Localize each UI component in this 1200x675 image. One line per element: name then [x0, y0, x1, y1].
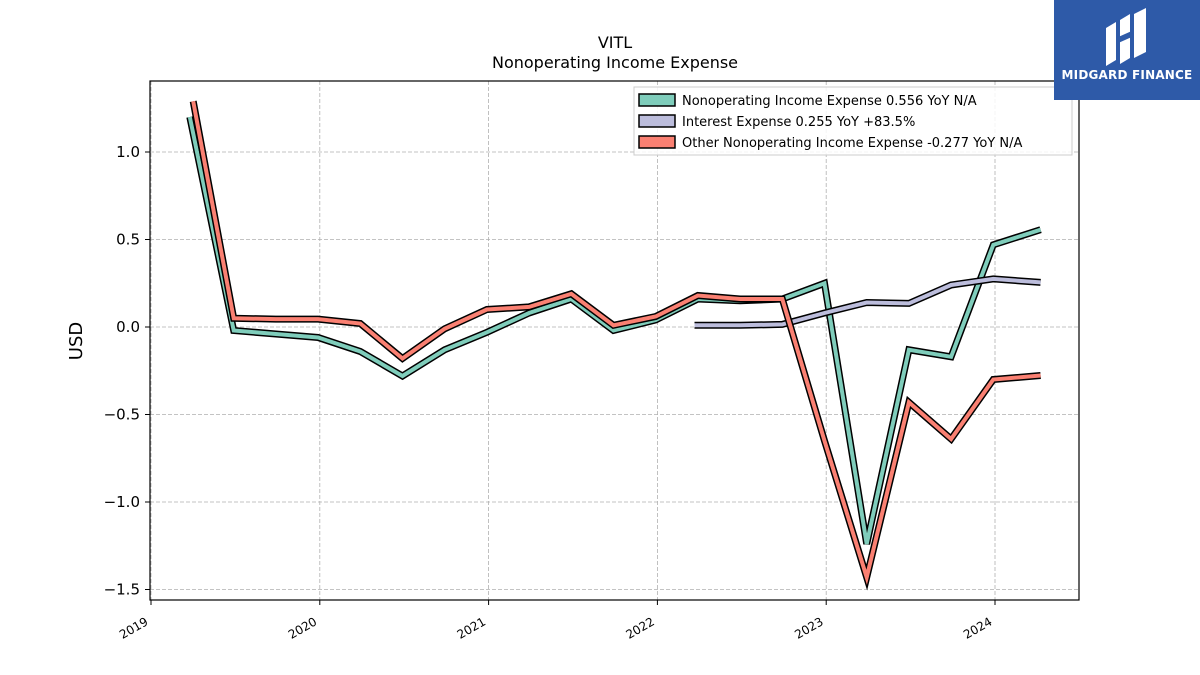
series-line-other-nonoperating-income-expense — [191, 100, 1041, 585]
grid — [150, 81, 1079, 600]
legend-swatch — [638, 114, 676, 128]
x-tick-label: 2019 — [117, 614, 150, 641]
series-line-nonoperating-income-expense — [187, 116, 1042, 545]
legend-entry-label: Interest Expense 0.255 YoY +83.5% — [682, 115, 915, 130]
midgard-finance-logo: MIDGARD FINANCE — [1054, 0, 1200, 100]
plot-frame — [149, 80, 1080, 601]
legend-box — [633, 86, 1073, 156]
series-lines — [186, 100, 1042, 591]
y-tick-label: −0.5 — [104, 406, 140, 424]
legend-entry-label: Other Nonoperating Income Expense -0.277… — [682, 136, 1022, 151]
chart-title: VITL — [598, 33, 632, 52]
y-tick-label: −1.0 — [104, 493, 140, 511]
y-tick-label: 0.5 — [116, 231, 140, 249]
x-tick-label: 2024 — [961, 614, 994, 641]
x-tick-label: 2021 — [455, 614, 488, 641]
y-tick-label: 1.0 — [116, 143, 140, 161]
y-axis-label: USD — [66, 322, 87, 360]
x-tick-label: 2020 — [286, 614, 319, 641]
x-tick-label: 2022 — [623, 614, 656, 641]
legend-entry-label: Nonoperating Income Expense 0.556 YoY N/… — [682, 94, 977, 109]
x-tick-label: 2023 — [792, 614, 825, 641]
legend: Nonoperating Income Expense 0.556 YoY N/… — [633, 86, 1073, 156]
y-tick-label: 0.0 — [116, 318, 140, 336]
logo-mark-icon — [1106, 8, 1146, 66]
legend-swatch — [638, 135, 676, 149]
logo-text: MIDGARD FINANCE — [1061, 68, 1193, 82]
y-tick-label: −1.5 — [104, 581, 140, 599]
series-line-interest-expense — [694, 276, 1041, 328]
chart-subtitle: Nonoperating Income Expense — [492, 53, 738, 72]
legend-swatch — [638, 93, 676, 107]
